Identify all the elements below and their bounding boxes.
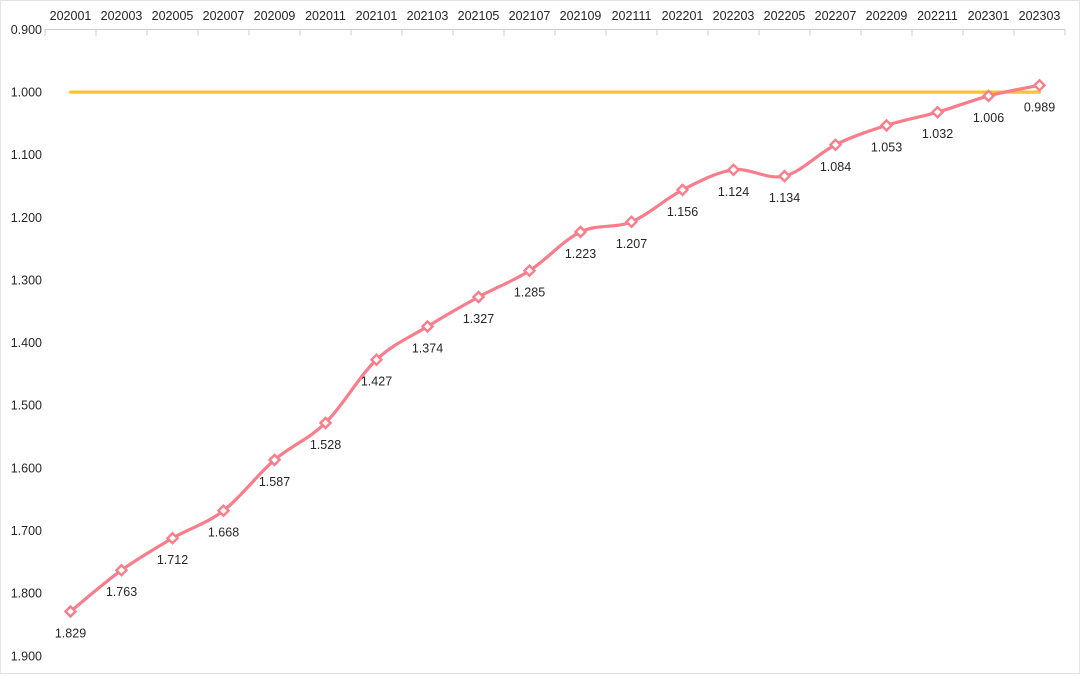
data-point-label: 1.587	[259, 475, 290, 489]
data-point-marker	[63, 604, 78, 619]
y-axis-tick-label: 1.200	[11, 211, 42, 225]
data-point-label: 1.528	[310, 438, 341, 452]
data-point-label: 1.124	[718, 185, 749, 199]
y-axis-tick-label: 1.500	[11, 399, 42, 413]
x-axis-tick-label: 202011	[305, 9, 346, 23]
data-point-marker	[114, 563, 129, 577]
y-axis-tick-label: 1.400	[11, 336, 42, 350]
y-axis-tick-label: 1.300	[11, 273, 42, 287]
x-axis-tick-label: 202303	[1019, 9, 1061, 23]
y-axis-tick-label: 1.700	[11, 524, 42, 538]
data-point-label: 1.223	[565, 247, 596, 261]
x-axis-tick-label: 202001	[50, 9, 92, 23]
x-axis-tick-label: 202003	[101, 9, 143, 23]
data-point-marker	[981, 89, 996, 103]
data-point-label: 1.829	[55, 627, 86, 641]
x-axis-tick-label: 202103	[407, 9, 449, 23]
data-point-label: 1.668	[208, 526, 239, 540]
x-axis-tick-label: 202203	[713, 9, 755, 23]
data-point-marker	[573, 225, 588, 239]
data-point-marker	[420, 319, 435, 334]
data-point-label: 1.156	[667, 205, 698, 219]
x-axis-tick-label: 202107	[509, 9, 551, 23]
y-axis-tick-label: 1.100	[11, 148, 42, 162]
x-axis-tick-label: 202101	[356, 9, 398, 23]
data-point-label: 1.084	[820, 160, 851, 174]
data-point-label: 1.763	[106, 585, 137, 599]
x-axis-tick-label: 202111	[612, 9, 652, 23]
data-point-marker	[624, 215, 639, 229]
series-line	[68, 83, 1042, 614]
x-axis-tick-label: 202207	[815, 9, 857, 23]
data-point-label: 1.427	[361, 375, 392, 389]
y-axis-tick-label: 1.000	[11, 85, 42, 99]
data-point-label: 1.053	[871, 140, 902, 154]
data-point-marker	[216, 504, 231, 518]
y-axis-tick-label: 1.900	[11, 649, 42, 663]
data-point-label: 1.032	[922, 127, 953, 141]
y-axis-tick-label: 1.800	[11, 587, 42, 601]
x-axis-tick-label: 202005	[152, 9, 194, 23]
data-point-label: 1.712	[157, 553, 188, 567]
x-axis-tick-label: 202105	[458, 9, 500, 23]
data-point-label: 0.989	[1024, 100, 1055, 114]
data-point-label: 1.327	[463, 312, 494, 326]
x-axis-tick-label: 202209	[866, 9, 908, 23]
x-axis-tick-label: 202301	[968, 9, 1010, 23]
data-point-marker	[471, 290, 486, 304]
data-point-marker	[930, 105, 945, 119]
data-point-label: 1.285	[514, 286, 545, 300]
data-point-marker	[1032, 78, 1047, 92]
x-axis-tick-label: 202009	[254, 9, 296, 23]
x-axis-tick-label: 202211	[917, 9, 958, 23]
x-axis-tick-label: 202007	[203, 9, 245, 23]
data-point-marker	[522, 264, 537, 278]
data-point-label: 1.006	[973, 111, 1004, 125]
data-point-marker	[879, 118, 894, 133]
x-axis-tick-label: 202201	[662, 9, 704, 23]
data-point-marker	[777, 169, 792, 183]
x-axis-tick-label: 202205	[764, 9, 806, 23]
y-axis-tick-label: 1.600	[11, 461, 42, 475]
data-point-marker	[828, 138, 843, 152]
data-point-marker	[369, 353, 384, 367]
x-axis-tick-label: 202109	[560, 9, 602, 23]
data-point-label: 1.374	[412, 342, 443, 356]
data-point-marker	[267, 453, 282, 467]
data-point-marker	[726, 163, 741, 177]
data-point-label: 1.134	[769, 191, 800, 205]
data-point-marker	[318, 416, 333, 430]
y-axis-tick-label: 0.900	[11, 23, 42, 37]
data-point-marker	[165, 531, 180, 545]
data-point-label: 1.207	[616, 237, 647, 251]
data-point-marker	[675, 183, 690, 197]
